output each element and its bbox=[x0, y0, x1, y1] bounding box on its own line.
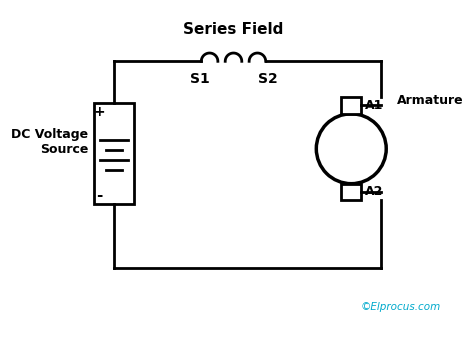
Text: S1: S1 bbox=[190, 72, 210, 86]
FancyBboxPatch shape bbox=[94, 103, 134, 204]
FancyBboxPatch shape bbox=[341, 97, 361, 114]
Text: Armature: Armature bbox=[397, 94, 464, 108]
FancyBboxPatch shape bbox=[341, 184, 361, 200]
Text: S2: S2 bbox=[258, 72, 277, 86]
Text: Series Field: Series Field bbox=[183, 22, 283, 37]
Text: +: + bbox=[93, 105, 105, 119]
Text: ©Elprocus.com: ©Elprocus.com bbox=[360, 303, 440, 312]
Text: DC Voltage
Source: DC Voltage Source bbox=[11, 128, 88, 156]
Text: A1: A1 bbox=[365, 99, 383, 112]
Text: -: - bbox=[96, 188, 102, 203]
Text: A2: A2 bbox=[365, 185, 383, 198]
